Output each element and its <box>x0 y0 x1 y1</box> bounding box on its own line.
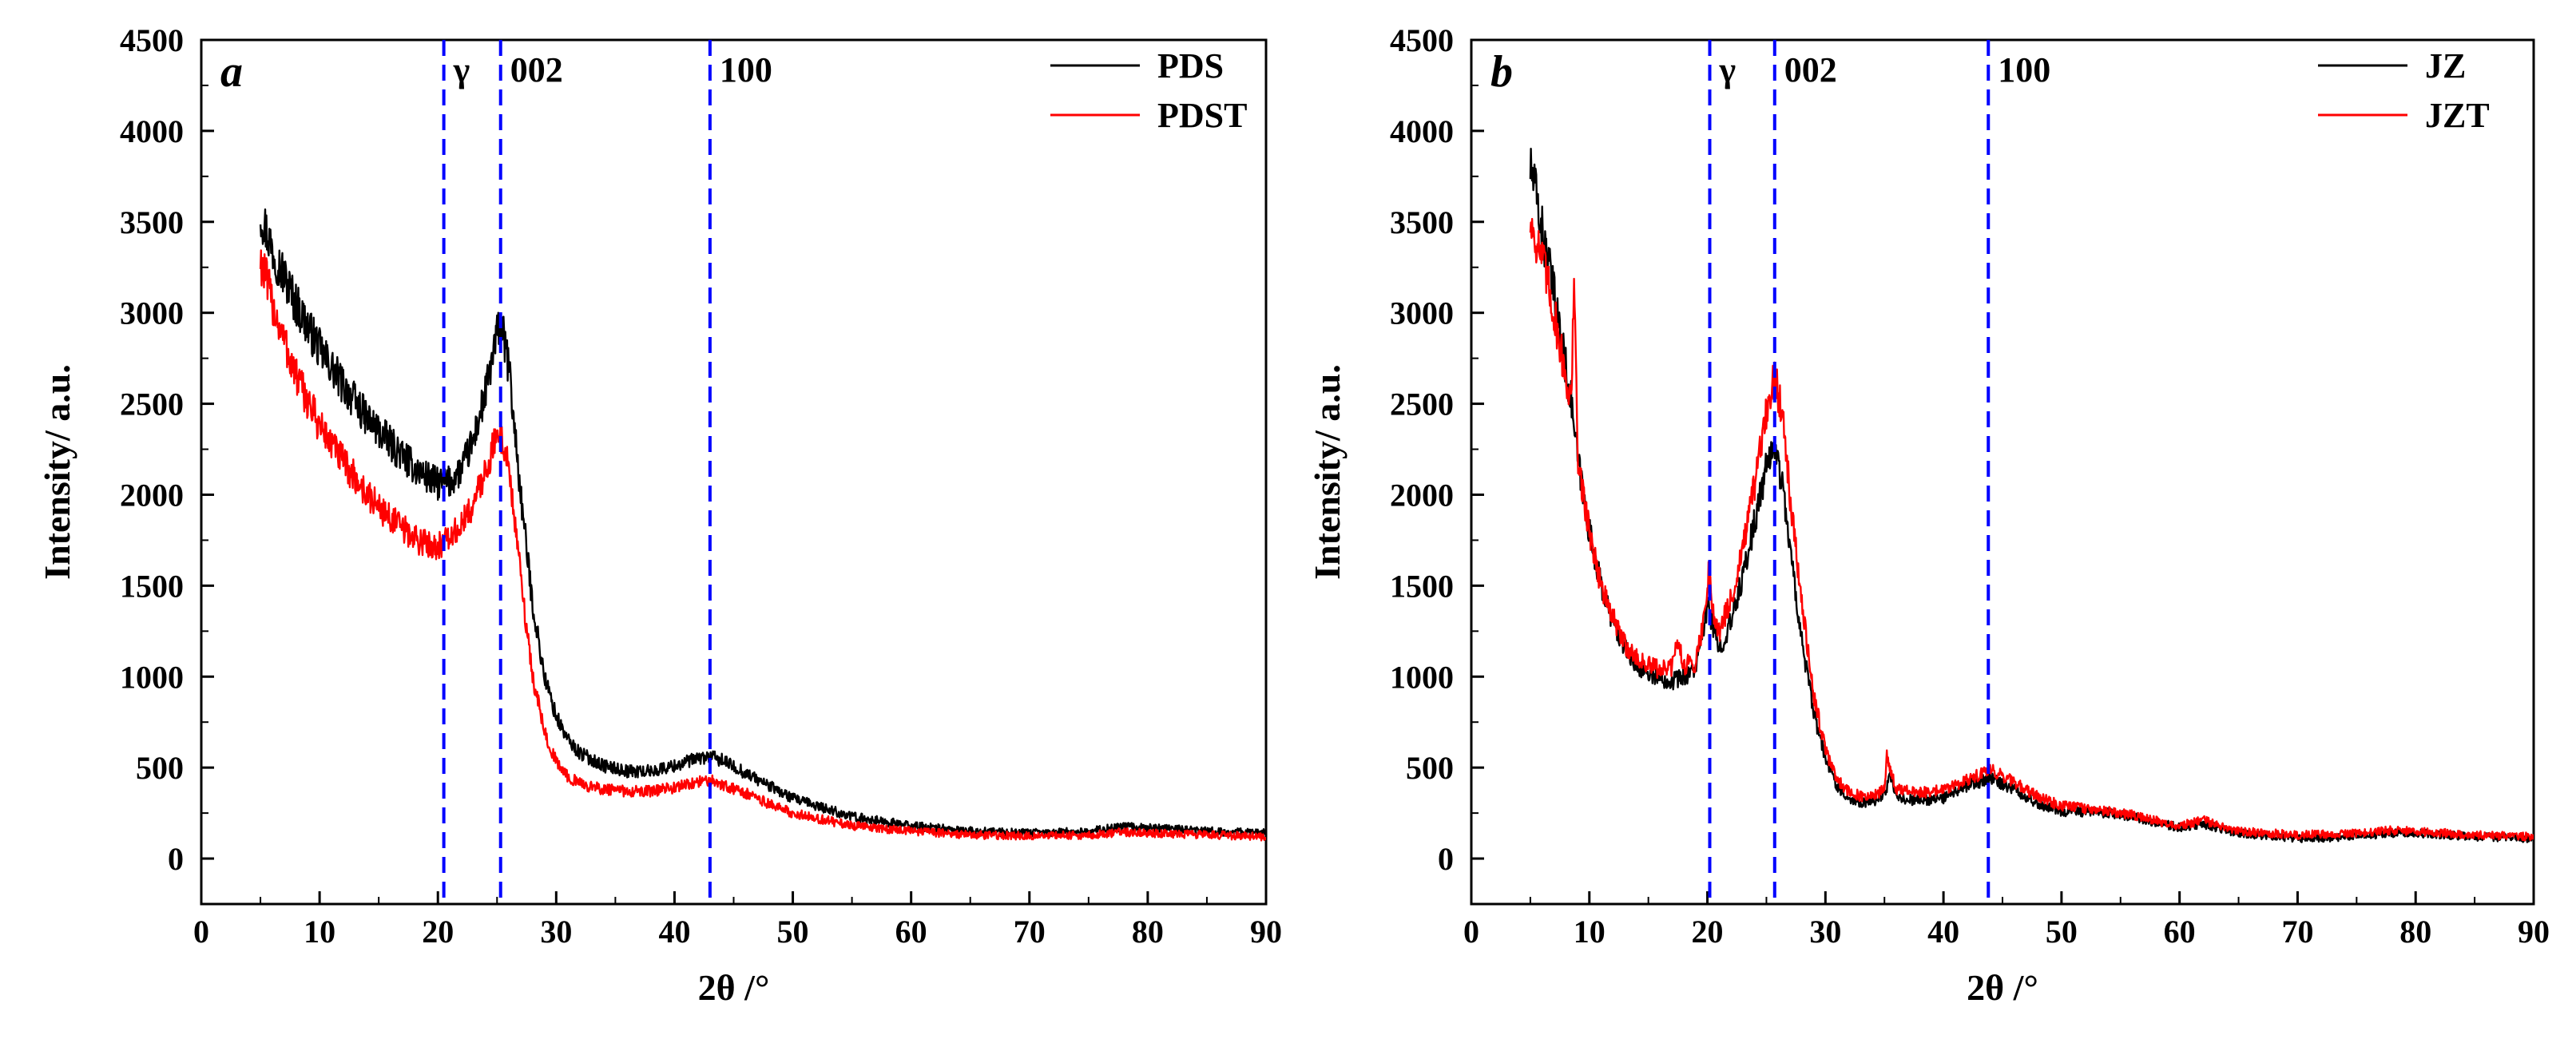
x-tick-label: 70 <box>1014 914 1046 950</box>
y-tick-label: 3500 <box>120 204 184 240</box>
y-tick-label: 2500 <box>1390 387 1454 422</box>
y-tick-label: 4000 <box>1390 113 1454 149</box>
series-line-jzt <box>1529 217 2534 842</box>
series-line-jz <box>1529 147 2534 843</box>
y-tick-label: 1500 <box>120 568 184 604</box>
reference-line-label: 100 <box>720 50 772 89</box>
y-tick-label: 3000 <box>120 295 184 331</box>
panel-letter: a <box>220 47 243 97</box>
y-axis-title: Intensity/ a.u. <box>1307 364 1348 580</box>
y-tick-label: 4000 <box>120 113 184 149</box>
y-tick-label: 0 <box>168 841 184 877</box>
x-tick-label: 0 <box>1463 914 1479 950</box>
reference-line-label: 002 <box>510 50 563 89</box>
x-tick-label: 60 <box>895 914 927 950</box>
legend-label: JZ <box>2425 46 2466 85</box>
x-tick-label: 30 <box>540 914 572 950</box>
y-tick-label: 3500 <box>1390 204 1454 240</box>
x-tick-label: 50 <box>2046 914 2078 950</box>
y-tick-label: 2500 <box>120 387 184 422</box>
y-tick-label: 2000 <box>1390 477 1454 513</box>
reference-line-label: 002 <box>1784 50 1837 89</box>
y-tick-label: 500 <box>136 750 184 786</box>
x-tick-label: 80 <box>1132 914 1164 950</box>
x-tick-label: 40 <box>658 914 690 950</box>
legend-label: JZT <box>2425 96 2490 135</box>
plot-frame <box>200 38 1268 906</box>
legend-label: PDST <box>1157 96 1247 135</box>
x-tick-label: 90 <box>2518 914 2550 950</box>
reference-line-label: γ <box>453 50 470 89</box>
reference-line-label: 100 <box>1998 50 2050 89</box>
x-tick-label: 30 <box>1809 914 1841 950</box>
x-tick-label: 40 <box>1927 914 1959 950</box>
y-tick-label: 2000 <box>120 477 184 513</box>
reference-line-label: γ <box>1719 50 1737 89</box>
y-tick-label: 500 <box>1406 750 1454 786</box>
x-tick-label: 90 <box>1250 914 1282 950</box>
x-tick-label: 20 <box>1692 914 1724 950</box>
panel-a: 0 10 20 30 40 50 60 70 80 90 0 500 1000 1500 2000 2500 3… <box>37 22 1282 1008</box>
x-tick-label: 50 <box>777 914 809 950</box>
y-tick-label: 1000 <box>1390 659 1454 695</box>
legend-label: PDS <box>1157 46 1224 85</box>
series-line-pds <box>259 208 1266 839</box>
x-tick-label: 60 <box>2164 914 2196 950</box>
x-axis-title: 2θ /° <box>698 967 770 1008</box>
x-axis-title: 2θ /° <box>1967 967 2038 1008</box>
y-tick-label: 1500 <box>1390 568 1454 604</box>
y-axis-title: Intensity/ a.u. <box>37 364 77 580</box>
panel-b: 0 10 20 30 40 50 60 70 80 90 0 500 1000 1500 2000 2500 3… <box>1307 22 2550 1008</box>
y-tick-label: 4500 <box>1390 22 1454 58</box>
x-tick-label: 0 <box>193 914 209 950</box>
x-tick-label: 70 <box>2281 914 2313 950</box>
y-tick-label: 3000 <box>1390 295 1454 331</box>
y-tick-label: 4500 <box>120 22 184 58</box>
x-tick-label: 10 <box>1574 914 1606 950</box>
y-tick-label: 0 <box>1438 841 1454 877</box>
x-tick-label: 10 <box>304 914 335 950</box>
x-tick-label: 20 <box>422 914 454 950</box>
series-line-pdst <box>259 249 1266 842</box>
panel-letter: b <box>1490 47 1513 97</box>
y-tick-label: 1000 <box>120 659 184 695</box>
x-tick-label: 80 <box>2399 914 2431 950</box>
